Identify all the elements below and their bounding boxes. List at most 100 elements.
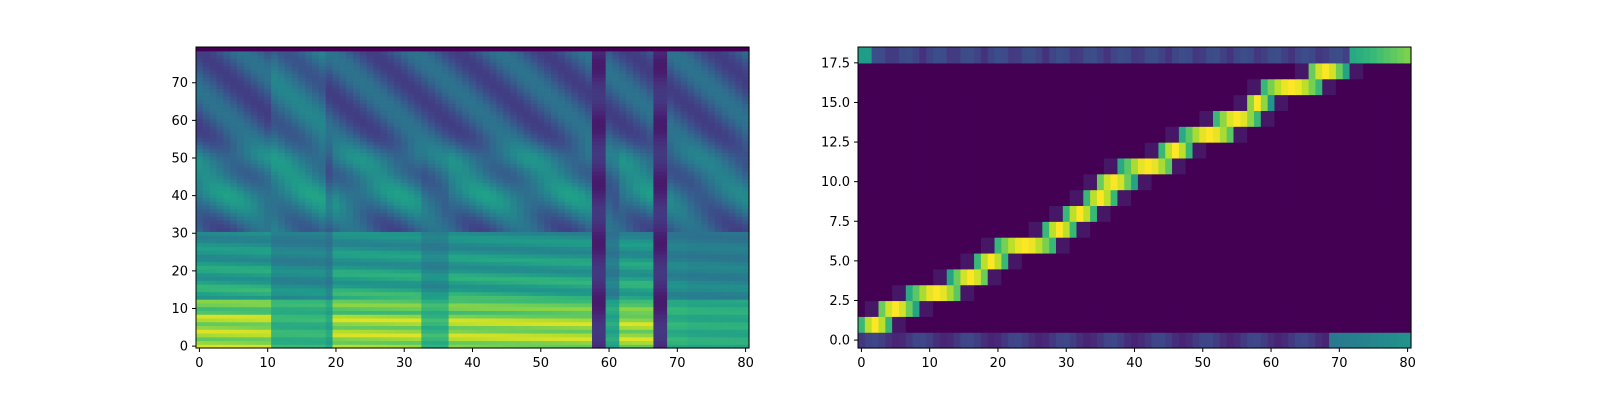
spectrogram-cell [407, 178, 416, 184]
spectrogram-cell [660, 295, 668, 300]
spectrogram-cell [400, 152, 409, 157]
spectrogram-cell [728, 287, 736, 293]
spectrogram-cell [735, 186, 743, 191]
spectrogram-cell [619, 122, 627, 127]
spectrogram-cell [366, 340, 375, 345]
spectrogram-cell [680, 148, 689, 153]
spectrogram-cell [236, 314, 245, 319]
spectrogram-cell [667, 129, 675, 135]
spectrogram-cell [714, 208, 723, 214]
spectrogram-cell [407, 208, 416, 214]
spectrogram-cell [653, 295, 661, 300]
spectrogram-cell [591, 126, 600, 131]
spectrogram-cell [544, 122, 552, 127]
spectrogram-cell [414, 302, 422, 308]
spectrogram-cell [380, 302, 388, 308]
spectrogram-cell [496, 205, 504, 210]
spectrogram-cell [196, 253, 204, 259]
spectrogram-cell [332, 178, 340, 184]
spectrogram-cell [223, 340, 231, 345]
spectrogram-cell [257, 208, 265, 214]
spectrogram-cell [250, 257, 259, 263]
spectrogram-cell [632, 220, 641, 225]
spectrogram-cell [448, 208, 457, 214]
spectrogram-cell [660, 284, 668, 289]
spectrogram-cell [708, 291, 716, 296]
spectrogram-cell [510, 257, 518, 263]
spectrogram-cell [469, 148, 477, 153]
spectrogram-cell [264, 276, 272, 281]
spectrogram-cell [503, 302, 511, 308]
spectrogram-cell [708, 295, 716, 300]
spectrogram-cell [687, 336, 695, 342]
spectrogram-cell [312, 129, 320, 135]
spectrogram-cell [346, 118, 354, 123]
spectrogram-cell [264, 129, 272, 135]
spectrogram-cell [523, 287, 532, 293]
spectrogram-cell [537, 126, 545, 131]
spectrogram-cell [714, 148, 723, 153]
spectrogram-cell [305, 284, 313, 289]
spectrogram-cell [257, 340, 265, 345]
spectrogram-cell [742, 205, 750, 210]
spectrogram-cell [339, 246, 347, 251]
spectrogram-cell [407, 148, 416, 153]
spectrogram-cell [387, 287, 395, 293]
spectrogram-cell [680, 141, 689, 146]
spectrogram-cell [564, 250, 573, 255]
spectrogram-cell [598, 329, 607, 334]
spectrogram-cell [277, 141, 286, 146]
spectrogram-cell [339, 133, 347, 138]
spectrogram-cell [318, 126, 327, 131]
spectrogram-cell [209, 156, 218, 161]
spectrogram-cell [387, 235, 395, 240]
spectrogram-cell [284, 329, 293, 334]
spectrogram-cell [298, 137, 306, 142]
spectrogram-cell [571, 261, 579, 266]
spectrogram-cell [694, 156, 702, 161]
spectrogram-cell [571, 227, 579, 232]
spectrogram-cell [694, 197, 702, 202]
spectrogram-cell [209, 212, 218, 217]
spectrogram-cell [619, 329, 627, 334]
spectrogram-cell [680, 329, 689, 334]
spectrogram-cell [400, 246, 409, 251]
spectrogram-cell [373, 129, 381, 135]
spectrogram-cell [325, 182, 334, 187]
spectrogram-cell [469, 250, 477, 255]
spectrogram-cell [359, 246, 368, 251]
spectrogram-cell [462, 223, 470, 229]
spectrogram-cell [339, 205, 347, 210]
spectrogram-cell [537, 253, 545, 259]
spectrogram-cell [496, 167, 504, 172]
spectrogram-cell [305, 250, 313, 255]
spectrogram-cell [243, 193, 252, 199]
spectrogram-cell [701, 238, 709, 244]
spectrogram-cell [612, 332, 620, 338]
spectrogram-cell [380, 314, 388, 319]
spectrogram-cell [400, 336, 409, 342]
spectrogram-cell [400, 291, 409, 296]
spectrogram-cell [434, 129, 443, 135]
spectrogram-cell [332, 302, 340, 308]
spectrogram-cell [291, 284, 300, 289]
spectrogram-cell [510, 280, 518, 285]
spectrogram-cell [230, 208, 238, 214]
spectrogram-cell [414, 118, 422, 123]
spectrogram-cell [510, 242, 518, 248]
spectrogram-cell [564, 306, 573, 311]
spectrogram-heatmap [196, 47, 750, 349]
spectrogram-cell [284, 231, 293, 236]
spectrogram-cell [523, 268, 532, 274]
spectrogram-cell [537, 280, 545, 285]
spectrogram-cell [475, 291, 484, 296]
spectrogram-cell [421, 317, 429, 323]
spectrogram-cell [230, 156, 238, 161]
spectrogram-cell [277, 235, 286, 240]
spectrogram-cell [216, 220, 224, 225]
spectrogram-cell [721, 201, 730, 206]
spectrogram-cell [257, 227, 265, 232]
spectrogram-cell [482, 306, 491, 311]
spectrogram-cell [414, 336, 422, 342]
spectrogram-cell [441, 182, 450, 187]
